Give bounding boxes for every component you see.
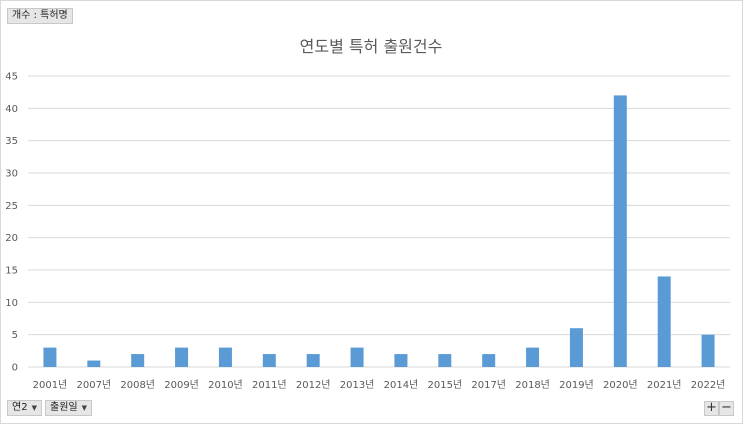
y-tick-label: 5: [12, 330, 18, 341]
x-tick-label: 2022년: [691, 379, 726, 391]
bar-2021년[interactable]: [657, 276, 671, 367]
bar-2012년[interactable]: [306, 354, 320, 367]
bar-2013년[interactable]: [350, 347, 364, 367]
y-tick-label: 45: [5, 72, 18, 83]
bar-2014년[interactable]: [394, 354, 408, 367]
axis-field-label-year: 연2: [12, 402, 28, 413]
bar-2022년[interactable]: [701, 334, 715, 367]
bar-2020년[interactable]: [613, 95, 627, 368]
x-tick-label: 2020년: [603, 379, 638, 391]
x-tick-label: 2009년: [164, 379, 199, 391]
dropdown-arrow-icon: ▼: [31, 404, 37, 412]
bar-2001년[interactable]: [43, 347, 57, 367]
y-tick-label: 30: [5, 169, 18, 180]
x-tick-label: 2021년: [647, 379, 682, 391]
bar-2011년[interactable]: [262, 354, 276, 367]
x-axis: 2001년 2007년 2008년 2009년 2010년 2011년 2012년 2013년…: [33, 379, 726, 391]
x-tick-label: 2017년: [471, 379, 506, 391]
bar-2015년[interactable]: [438, 354, 452, 367]
y-tick-label: 20: [5, 233, 18, 244]
x-tick-label: 2010년: [208, 379, 243, 391]
x-tick-label: 2018년: [515, 379, 550, 391]
value-field-button[interactable]: 개수 : 특허명: [7, 8, 73, 24]
x-tick-label: 2012년: [296, 379, 331, 391]
y-tick-label: 10: [5, 298, 18, 309]
axis-field-button-filing-date[interactable]: 출원일 ▼: [45, 400, 92, 416]
x-tick-label: 2013년: [340, 379, 375, 391]
axis-field-button-year[interactable]: 연2 ▼: [7, 400, 42, 416]
x-tick-label: 2008년: [120, 379, 155, 391]
bar-2019년[interactable]: [569, 328, 583, 367]
bar-2017년[interactable]: [482, 354, 496, 367]
bar-2008년[interactable]: [131, 354, 145, 367]
dropdown-arrow-icon: ▼: [81, 404, 87, 412]
bar-2010년[interactable]: [218, 347, 232, 367]
x-tick-label: 2011년: [252, 379, 287, 391]
chart-title: 연도별 특허 출원건수: [300, 37, 443, 56]
bar-2009년[interactable]: [175, 347, 189, 367]
y-tick-label: 15: [5, 266, 18, 277]
gridlines: [28, 75, 730, 368]
axis-field-label-filing-date: 출원일: [50, 402, 78, 413]
expand-field-button[interactable]: +: [704, 401, 719, 416]
y-tick-label: 35: [5, 136, 18, 147]
y-tick-label: 0: [12, 363, 18, 374]
bar-2018년[interactable]: [526, 347, 540, 367]
y-tick-label: 25: [5, 201, 18, 212]
bars: [43, 95, 715, 368]
x-tick-label: 2019년: [559, 379, 594, 391]
x-tick-label: 2015년: [427, 379, 462, 391]
x-tick-label: 2001년: [33, 379, 68, 391]
collapse-field-button[interactable]: −: [719, 401, 734, 416]
y-axis: 0 5 10 15 20 25 30 35 40 45: [5, 72, 18, 374]
bar-2007년[interactable]: [87, 360, 101, 367]
x-tick-label: 2007년: [76, 379, 111, 391]
y-tick-label: 40: [5, 104, 18, 115]
x-tick-label: 2014년: [384, 379, 419, 391]
